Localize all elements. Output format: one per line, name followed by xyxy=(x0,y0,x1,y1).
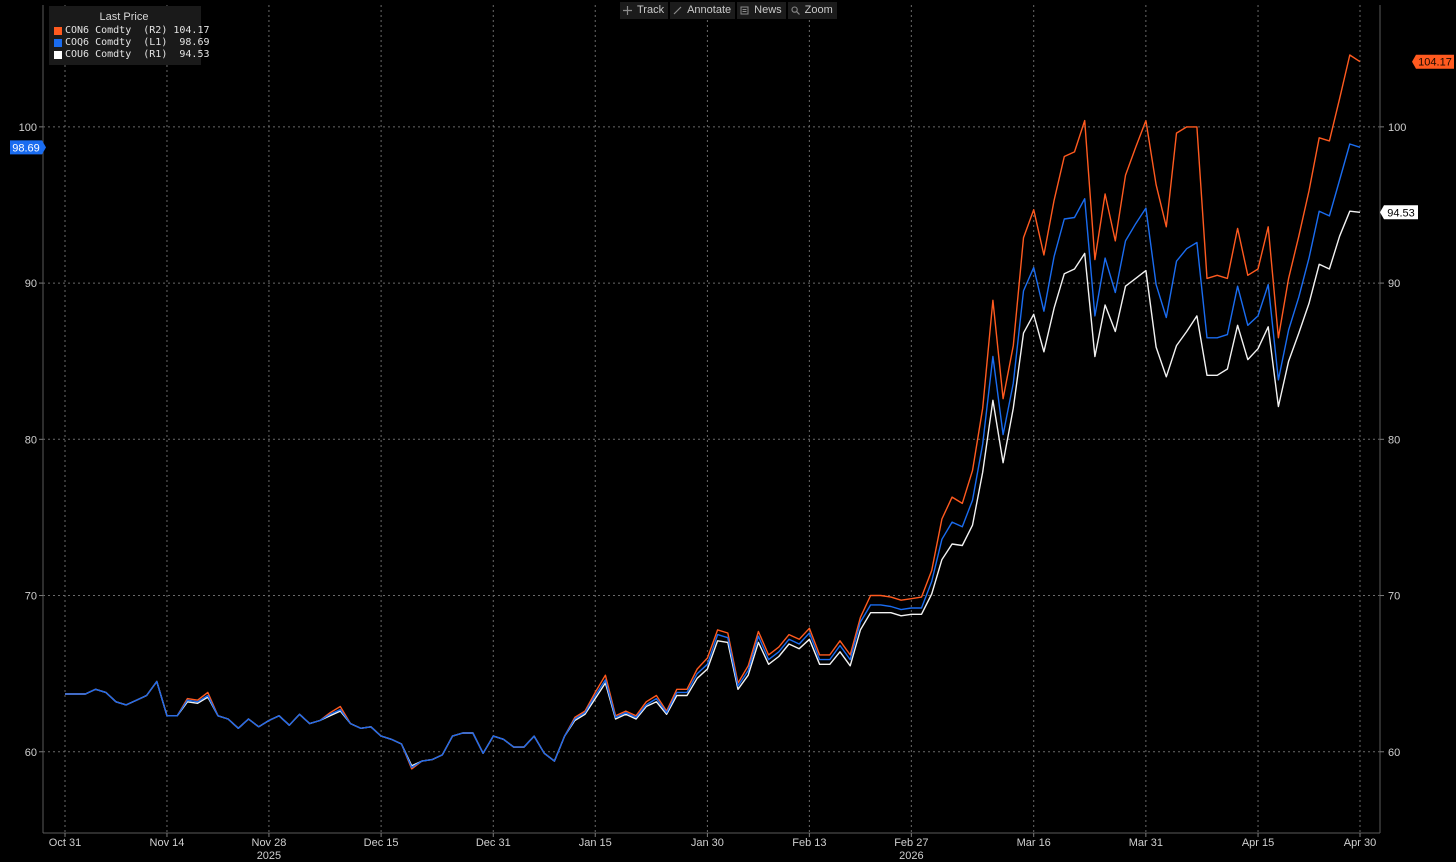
news-label: News xyxy=(754,4,782,16)
news-icon xyxy=(740,6,750,15)
x-axis: Oct 31 Nov 14 Nov 28 Dec 15 Dec 31 Jan 15 Jan … xyxy=(49,833,1376,862)
last-value-con6: 104.17 xyxy=(1412,54,1454,69)
last-value-cou6: 94.53 xyxy=(1380,205,1418,220)
y-tick-label: 90 xyxy=(25,278,37,290)
zoom-label: Zoom xyxy=(804,4,833,16)
last-value-coq6: 98.69 xyxy=(10,140,46,155)
y-tick-label: 70 xyxy=(25,591,37,603)
x-tick-label: Dec 15 xyxy=(364,837,399,849)
value-tag-label: 104.17 xyxy=(1418,57,1452,69)
legend-title: Last Price xyxy=(99,11,149,23)
last-value-tags: 98.69 104.17 94.53 xyxy=(10,54,1454,220)
y-tick-label: 60 xyxy=(1388,747,1400,759)
series-line-coq6 xyxy=(65,143,1361,769)
x-tick-label: Apr 15 xyxy=(1242,837,1274,849)
x-tick-label: Jan 15 xyxy=(579,837,612,849)
legend-label: COU6 Comdty (R1) 94.53 xyxy=(65,49,210,60)
legend-item-cou6[interactable]: COU6 Comdty (R1) 94.53 xyxy=(54,49,210,61)
x-tick-label: Mar 16 xyxy=(1017,837,1051,849)
y-tick-label: 80 xyxy=(25,434,37,446)
legend-swatch xyxy=(54,51,62,59)
y-axis-left: 60 70 80 90 100 xyxy=(19,122,43,759)
x-tick-label: Feb 13 xyxy=(792,837,826,849)
x-tick-label: Dec 31 xyxy=(476,837,511,849)
y-tick-label: 70 xyxy=(1388,591,1400,603)
y-axis-right: 60 70 80 90 100 xyxy=(1380,122,1406,759)
x-tick-label: Mar 31 xyxy=(1129,837,1163,849)
legend-label: COQ6 Comdty (L1) 98.69 xyxy=(65,37,210,48)
x-tick-label: Oct 31 xyxy=(49,837,81,849)
zoom-button[interactable]: Zoom xyxy=(787,2,837,19)
pencil-icon xyxy=(673,6,683,15)
annotate-button[interactable]: Annotate xyxy=(670,2,736,19)
legend-label: CON6 Comdty (R2) 104.17 xyxy=(65,25,210,36)
x-tick-label: Apr 30 xyxy=(1344,837,1376,849)
series-lines xyxy=(65,54,1361,770)
legend-item-coq6[interactable]: COQ6 Comdty (L1) 98.69 xyxy=(54,37,210,49)
y-tick-label: 100 xyxy=(1388,122,1406,134)
magnifier-icon xyxy=(791,6,801,15)
x-tick-label: Nov 28 xyxy=(252,837,287,849)
x-year-label: 2025 xyxy=(257,850,281,862)
value-tag-label: 98.69 xyxy=(12,142,40,154)
chart-legend: Last Price CON6 Comdty (R2) 104.17 COQ6 … xyxy=(49,6,210,65)
y-tick-label: 80 xyxy=(1388,434,1400,446)
value-tag-shape xyxy=(10,140,46,155)
value-tag-shape xyxy=(1380,205,1418,220)
x-year-label: 2026 xyxy=(899,850,923,862)
x-tick-label: Nov 14 xyxy=(150,837,185,849)
x-tick-label: Jan 30 xyxy=(691,837,724,849)
annotate-label: Annotate xyxy=(687,4,732,16)
value-tag-shape xyxy=(1412,54,1454,69)
chart-toolbar: Track Annotate News Zoom xyxy=(620,2,837,19)
y-tick-label: 60 xyxy=(25,747,37,759)
legend-swatch xyxy=(54,39,62,47)
y-tick-label: 100 xyxy=(19,122,37,134)
track-button[interactable]: Track xyxy=(620,2,669,19)
y-tick-label: 90 xyxy=(1388,278,1400,290)
legend-swatch xyxy=(54,27,62,35)
value-tag-label: 94.53 xyxy=(1387,207,1415,219)
x-tick-label: Feb 27 xyxy=(894,837,928,849)
track-label: Track xyxy=(637,4,665,16)
news-button[interactable]: News xyxy=(737,2,786,19)
legend-item-con6[interactable]: CON6 Comdty (R2) 104.17 xyxy=(54,25,210,37)
crosshair-icon xyxy=(623,6,633,15)
